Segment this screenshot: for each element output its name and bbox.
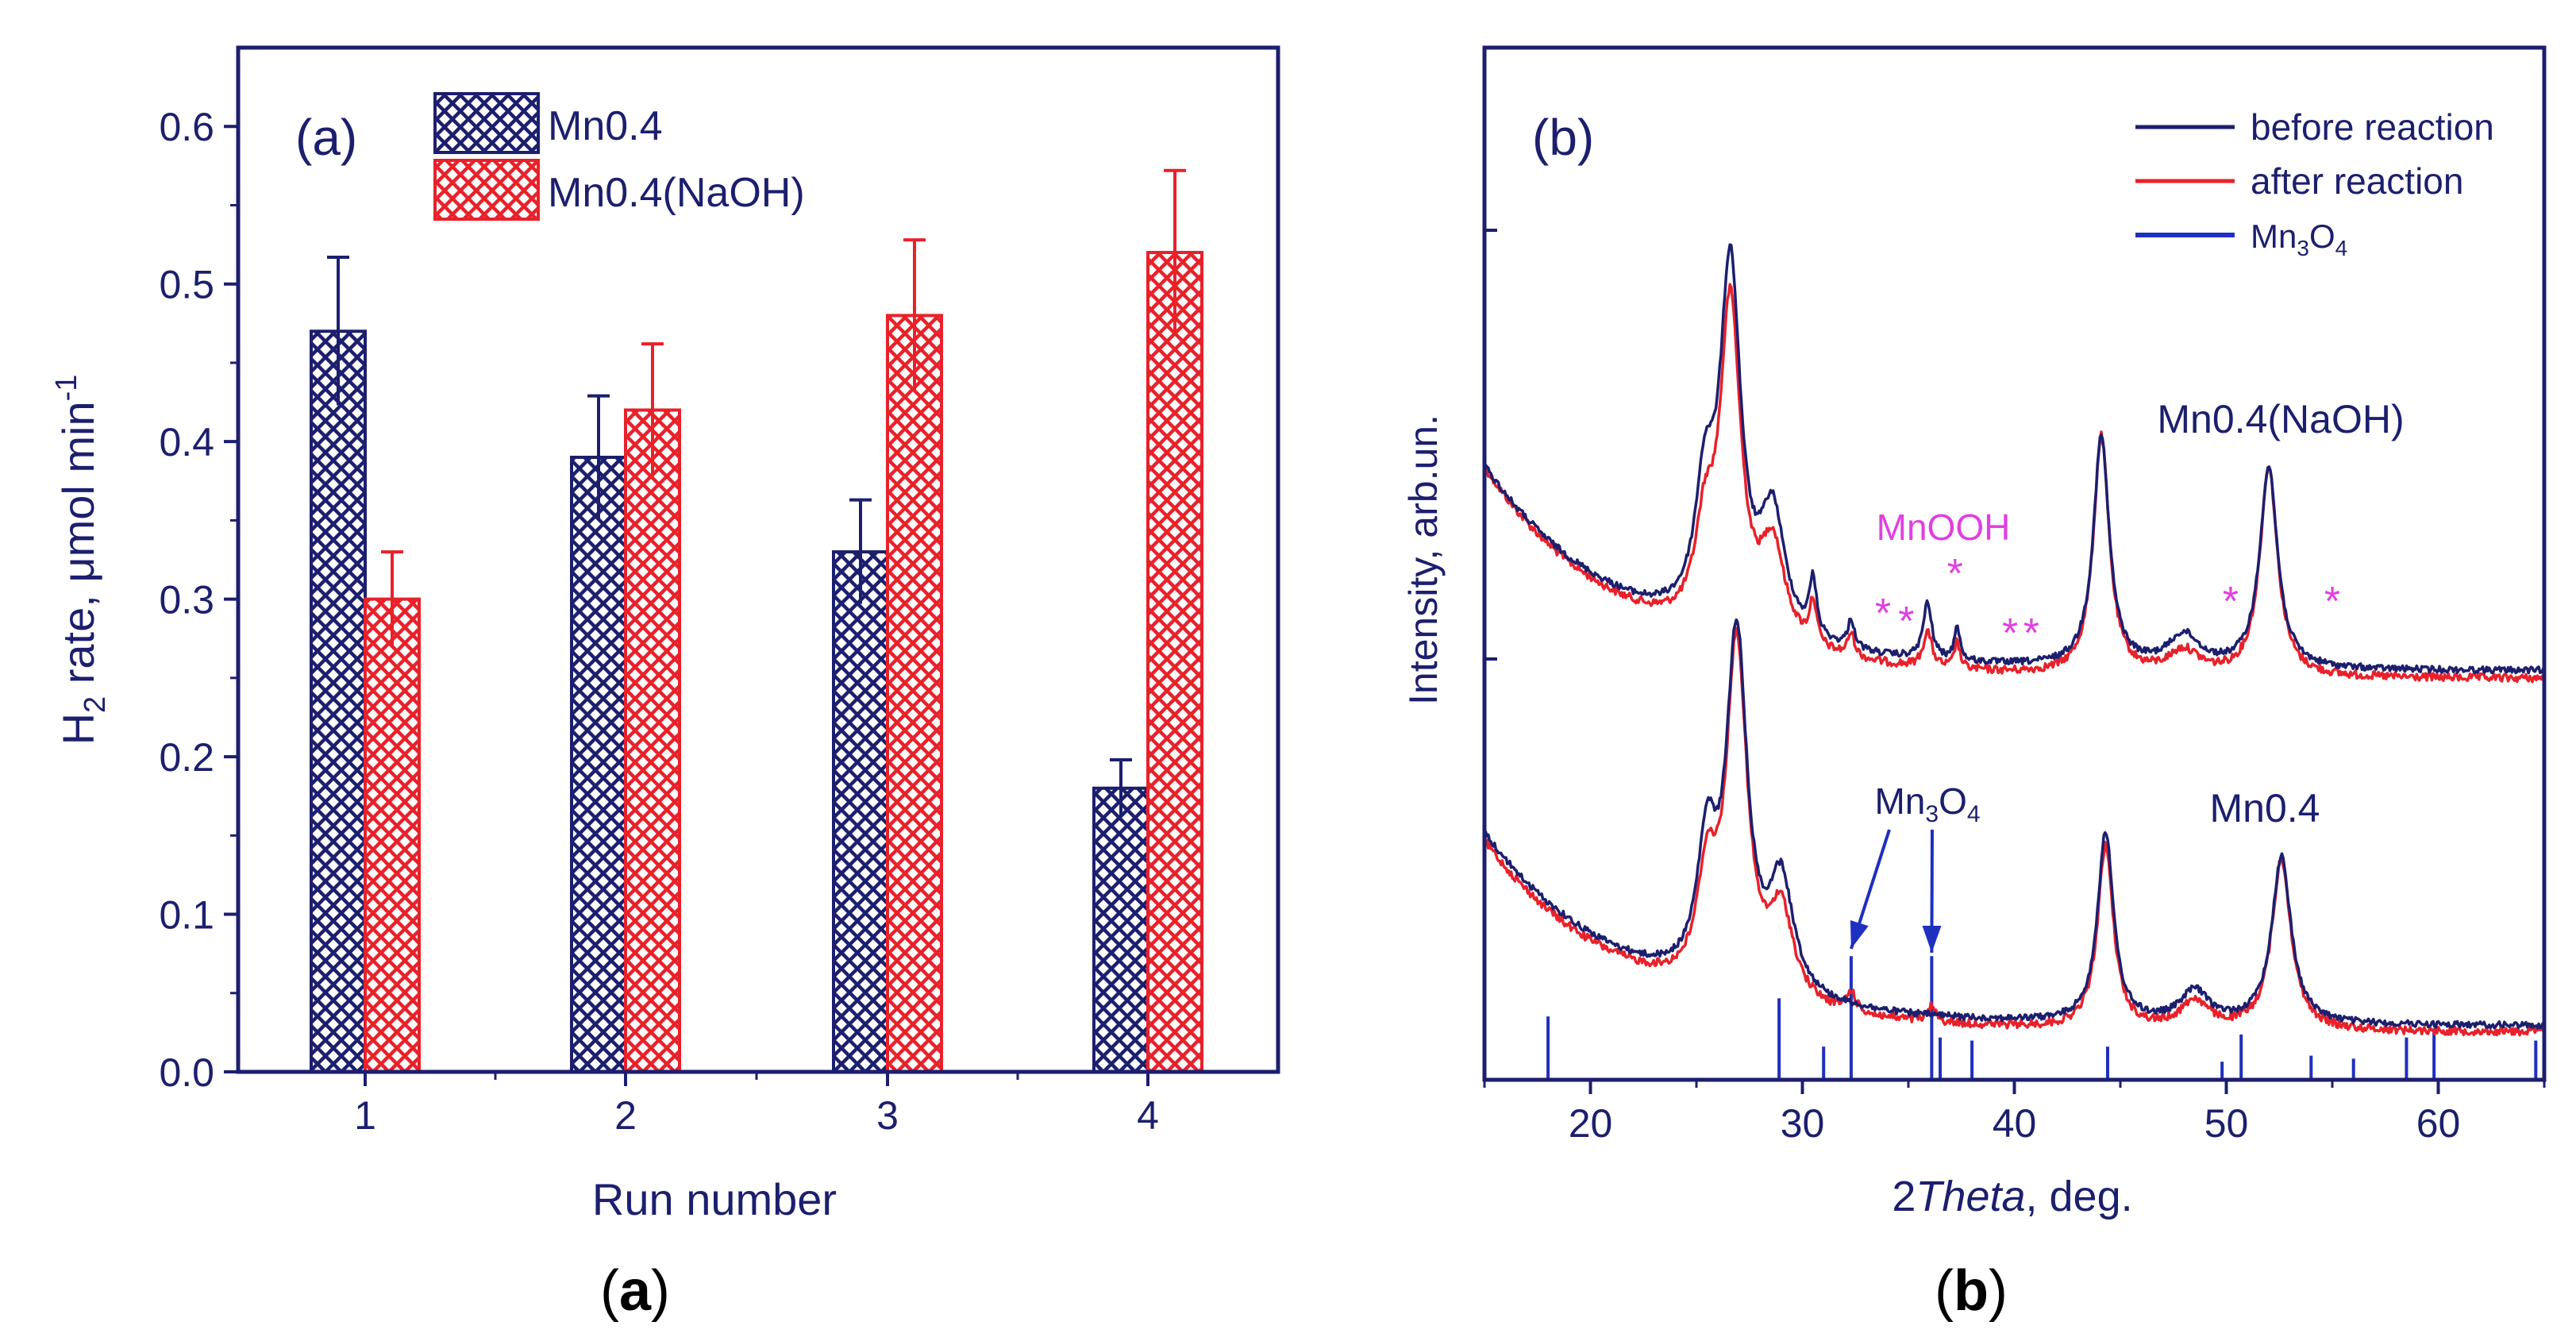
x-tick-label: 40 (1993, 1101, 2037, 1146)
panel-a-x-axis-title: Run number (592, 1174, 837, 1224)
caption-b-close: ) (1989, 1259, 2008, 1323)
mnooh-label: MnOOH (1877, 507, 2011, 548)
arrow-label-o: O (1939, 780, 1967, 822)
legend-label-mn3o4: Mn3O4 (2251, 218, 2347, 260)
y-tick-label: 0.3 (159, 578, 214, 622)
legend-mn3o4-sub3: 3 (2297, 236, 2309, 260)
caption-b-letter: b (1954, 1259, 1989, 1323)
panel-b-xrd-chart: 20 30 40 50 60 (b) before reaction after rea… (1401, 45, 2547, 1323)
mn3o4-arrow-label: Mn3O4 (1874, 780, 1980, 827)
caption-a-open: ( (600, 1259, 619, 1323)
mnooh-star: * (1875, 591, 1891, 637)
x-tick-label: 20 (1569, 1101, 1613, 1146)
panel-b-x-axis-title: 2Theta, deg. (1892, 1173, 2132, 1220)
x-tick-label: 1 (354, 1093, 376, 1138)
y-tick-label: 0.0 (159, 1050, 214, 1095)
bar-mn04-naoh-run1 (364, 597, 421, 1073)
y-title-sub: 2 (79, 696, 112, 713)
arrow-head (1922, 925, 1942, 953)
y-tick-label: 0.1 (159, 893, 214, 938)
legend-swatch-mn04 (433, 92, 540, 154)
panel-a-label: (a) (295, 109, 357, 166)
bar-mn04-run2 (570, 456, 627, 1073)
legend-mn3o4-sub4: 4 (2335, 236, 2348, 260)
arrow-label-sub3: 3 (1925, 801, 1939, 827)
curve-mn04-after (1483, 626, 2546, 1037)
x-tick-label: 50 (2204, 1101, 2249, 1146)
panel-a-bars (310, 251, 1203, 1073)
bar-mn04-naoh-run2 (624, 408, 681, 1073)
x-tick-label: 3 (876, 1093, 899, 1138)
x-title-italic: Theta (1916, 1173, 2025, 1220)
panel-a-x-tick-labels: 1 2 3 4 (354, 1093, 1159, 1138)
y-tick-label: 0.5 (159, 263, 214, 307)
caption-a-close: ) (651, 1259, 670, 1323)
x-title-suffix: , deg. (2026, 1173, 2133, 1220)
panel-a-y-tick-labels: 0.0 0.1 0.2 0.3 0.4 0.5 0.6 (159, 105, 214, 1095)
arrow-head (1850, 919, 1869, 949)
caption-b-open: ( (1935, 1259, 1954, 1323)
panel-a-axes-frame (236, 45, 1280, 1074)
y-tick-label: 0.2 (159, 735, 214, 780)
y-title-rest: rate, μmol min (53, 401, 103, 696)
x-title-prefix: 2 (1892, 1173, 1916, 1220)
bar-mn04-run1 (310, 329, 367, 1073)
panel-b-label: (b) (1532, 109, 1594, 166)
legend-mn3o4-mn: Mn (2251, 218, 2297, 255)
panel-a-ticks (224, 125, 1149, 1086)
panel-a-legend: Mn0.4 Mn0.4(NaOH) (433, 92, 805, 221)
x-tick-label: 30 (1781, 1101, 1825, 1146)
panel-b-curves (1483, 243, 2546, 1037)
bar-mn04-naoh-run3 (886, 314, 943, 1073)
legend-mn3o4-o: O (2309, 218, 2335, 255)
mnooh-star: * (2223, 579, 2239, 625)
y-title-main: H (53, 713, 103, 745)
mnooh-star: * (1898, 599, 1914, 645)
panel-b-legend: before reaction after reaction Mn3O4 (2135, 106, 2494, 260)
y-title-sup: -1 (50, 375, 83, 402)
mnooh-star-markers: * *** ** * (1875, 551, 2340, 657)
panel-a-y-axis-title: H2 rate, μmol min-1 (50, 375, 112, 746)
panel-b-reference-lines (1546, 956, 2538, 1080)
mnooh-star: * (2002, 611, 2018, 657)
arrow-label-mn: Mn (1874, 780, 1925, 822)
bar-mn04-run4 (1092, 786, 1149, 1073)
panel-a-caption: (a) (600, 1259, 670, 1323)
curve-label-mn04-naoh: Mn0.4(NaOH) (2157, 397, 2404, 441)
bar-mn04-run3 (832, 550, 889, 1073)
bar-mn04-naoh-run4 (1146, 251, 1203, 1073)
curve-mn04-before (1483, 618, 2545, 1030)
panel-b-caption: (b) (1935, 1259, 2008, 1323)
mnooh-star: * (2324, 579, 2340, 625)
curve-mn04-naoh-before (1483, 243, 2546, 675)
legend-label-mn04: Mn0.4 (548, 103, 663, 149)
x-tick-label: 60 (2416, 1101, 2461, 1146)
arrow-label-sub4: 4 (1967, 801, 1981, 827)
y-tick-label: 0.4 (159, 420, 214, 464)
legend-label-before: before reaction (2251, 106, 2494, 148)
mnooh-star: * (2023, 611, 2039, 657)
x-tick-label: 2 (614, 1093, 637, 1138)
panel-b-ticks (1483, 229, 2546, 1094)
panel-a-bar-chart: 0.0 0.1 0.2 0.3 0.4 0.5 0.6 1 2 3 4 (a) Mn0.4 Mn0… (50, 45, 1280, 1323)
legend-swatch-mn04-naoh (433, 159, 540, 221)
panel-a-error-bars (327, 168, 1186, 817)
mnooh-star: * (1947, 551, 1963, 597)
mn3o4-arrows (1850, 829, 1942, 954)
panel-b-axes-frame (1482, 45, 2547, 1082)
y-tick-label: 0.6 (159, 105, 214, 149)
legend-label-after: after reaction (2251, 160, 2463, 202)
curve-label-mn04: Mn0.4 (2210, 786, 2320, 830)
panel-b-y-axis-title: Intensity, arb.un. (1401, 414, 1446, 705)
panel-b-x-tick-labels: 20 30 40 50 60 (1569, 1101, 2461, 1146)
x-tick-label: 4 (1137, 1093, 1159, 1138)
legend-label-mn04-naoh: Mn0.4(NaOH) (548, 170, 805, 216)
caption-a-letter: a (619, 1259, 652, 1323)
curve-mn04-naoh-after (1484, 283, 2546, 684)
